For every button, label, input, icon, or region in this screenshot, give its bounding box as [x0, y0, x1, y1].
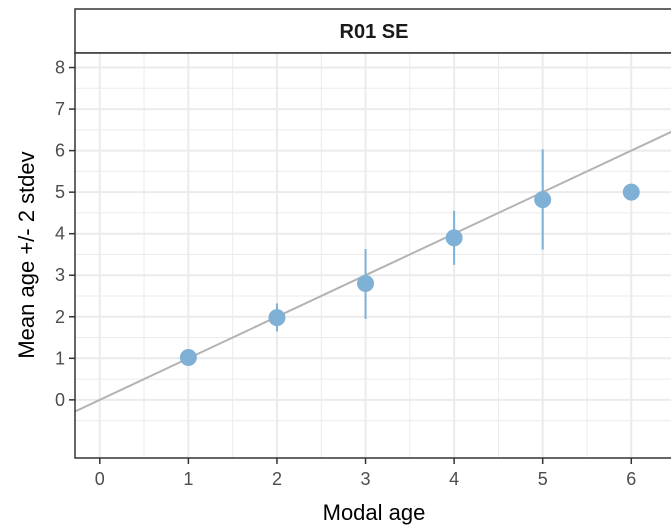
y-tick-label: 4 [55, 224, 65, 244]
x-tick-label: 3 [361, 469, 371, 489]
grid-lines [75, 53, 671, 458]
x-tick-label: 6 [626, 469, 636, 489]
facet-strip-box [74, 8, 671, 54]
y-tick-label: 1 [55, 348, 65, 368]
y-tick-label: 2 [55, 307, 65, 327]
data-points [179, 183, 640, 366]
x-axis-ticks: 0 1 2 3 4 5 6 [95, 458, 636, 489]
x-tick-label: 2 [272, 469, 282, 489]
y-tick-label: 6 [55, 141, 65, 161]
y-tick-label: 5 [55, 182, 65, 202]
x-axis-title: Modal age [323, 500, 426, 525]
x-tick-label: 1 [183, 469, 193, 489]
y-axis-ticks: 0 1 2 3 4 5 6 7 8 [55, 58, 75, 410]
y-tick-label: 8 [55, 58, 65, 78]
data-point [179, 348, 197, 366]
facet-label: R01 SE [340, 21, 409, 43]
plot-panel [74, 52, 671, 459]
y-tick-label: 7 [55, 99, 65, 119]
y-tick-label: 3 [55, 265, 65, 285]
x-tick-label: 4 [449, 469, 459, 489]
x-tick-label: 0 [95, 469, 105, 489]
y-tick-label: 0 [55, 390, 65, 410]
data-point [534, 191, 552, 209]
panel-background [75, 53, 671, 458]
data-point [357, 275, 375, 293]
data-point [268, 309, 286, 327]
data-point [622, 183, 640, 201]
x-tick-label: 5 [538, 469, 548, 489]
data-point [445, 229, 463, 247]
y-axis-title: Mean age +/- 2 stdev [14, 151, 39, 358]
reference-line-group [74, 130, 671, 413]
facet-strip: R01 SE [74, 8, 671, 54]
reference-line [74, 130, 671, 413]
panel-border [74, 52, 671, 459]
